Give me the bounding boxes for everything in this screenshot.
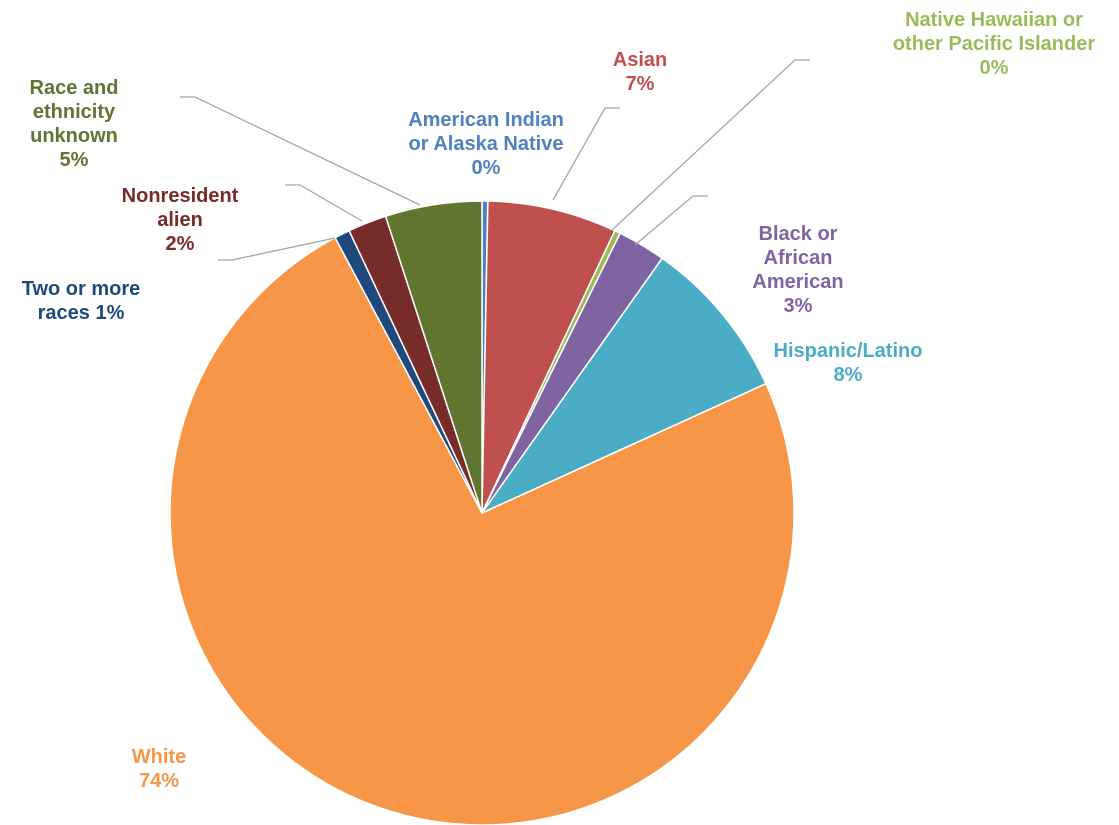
pie-slice-white	[169, 236, 795, 825]
slice-label-line: 0%	[980, 57, 1009, 79]
slice-label-nonresident-alien: Nonresident alien 2%	[122, 185, 239, 255]
slice-label-line: American Indian	[408, 109, 564, 131]
slice-label-line: 7%	[626, 73, 655, 95]
slice-labels: American Indian or Alaska Native 0%Asian 7%…	[22, 9, 1096, 792]
leader-line-black-or-african-american	[634, 195, 708, 246]
slice-label-line: 5%	[60, 149, 89, 171]
slice-label-line: other Pacific Islander	[893, 33, 1096, 55]
slice-label-line: African	[764, 247, 833, 269]
pie-slices	[169, 200, 795, 825]
slice-label-line: Native Hawaiian or	[905, 9, 1083, 31]
leader-lines	[180, 59, 810, 261]
slice-label-line: 2%	[166, 233, 195, 255]
slice-label-line: or Alaska Native	[409, 133, 564, 155]
leader-line-race-and-ethnicity-unknown	[180, 96, 421, 206]
slice-label-two-or-more-races: Two or more races 1%	[22, 278, 141, 324]
slice-label-line: 74%	[139, 770, 179, 792]
leader-line-nonresident-alien	[285, 184, 363, 222]
slice-label-asian: Asian 7%	[613, 49, 667, 95]
slice-label-hispanic-latino: Hispanic/Latino 8%	[774, 340, 923, 386]
slice-label-american-indian-or-alaska-native: American Indian or Alaska Native 0%	[408, 109, 564, 179]
slice-label-line: Black or	[759, 223, 838, 245]
pie-slice-race-and-ethnicity-unknown	[384, 200, 483, 514]
leader-line-two-or-more-races	[218, 237, 336, 261]
slice-label-line: unknown	[30, 125, 118, 147]
slice-label-line: alien	[157, 209, 203, 231]
leader-line-native-hawaiian-or-other-pacific-islander	[611, 59, 810, 231]
slice-label-white: White 74%	[132, 746, 186, 792]
pie-slice-hispanic-latino	[479, 257, 767, 515]
slice-label-line: 0%	[472, 157, 501, 179]
slice-label-line: ethnicity	[33, 101, 116, 123]
slice-label-line: Nonresident	[122, 185, 239, 207]
slice-label-line: Asian	[613, 49, 667, 71]
leader-line-asian	[552, 107, 620, 201]
slice-label-race-and-ethnicity-unknown: Race and ethnicity unknown 5%	[30, 77, 119, 171]
slice-label-line: Race and	[30, 77, 119, 99]
slice-label-line: American	[752, 271, 843, 293]
slice-label-line: races 1%	[38, 302, 125, 324]
slice-label-line: Two or more	[22, 278, 141, 300]
slice-label-line: White	[132, 746, 186, 768]
slice-label-native-hawaiian-or-other-pacific-islander: Native Hawaiian or other Pacific Islander…	[893, 9, 1096, 79]
slice-label-black-or-african-american: Black or African American 3%	[752, 223, 843, 317]
slice-label-line: Hispanic/Latino	[774, 340, 923, 362]
slice-label-line: 8%	[834, 364, 863, 386]
slice-label-line: 3%	[784, 295, 813, 317]
